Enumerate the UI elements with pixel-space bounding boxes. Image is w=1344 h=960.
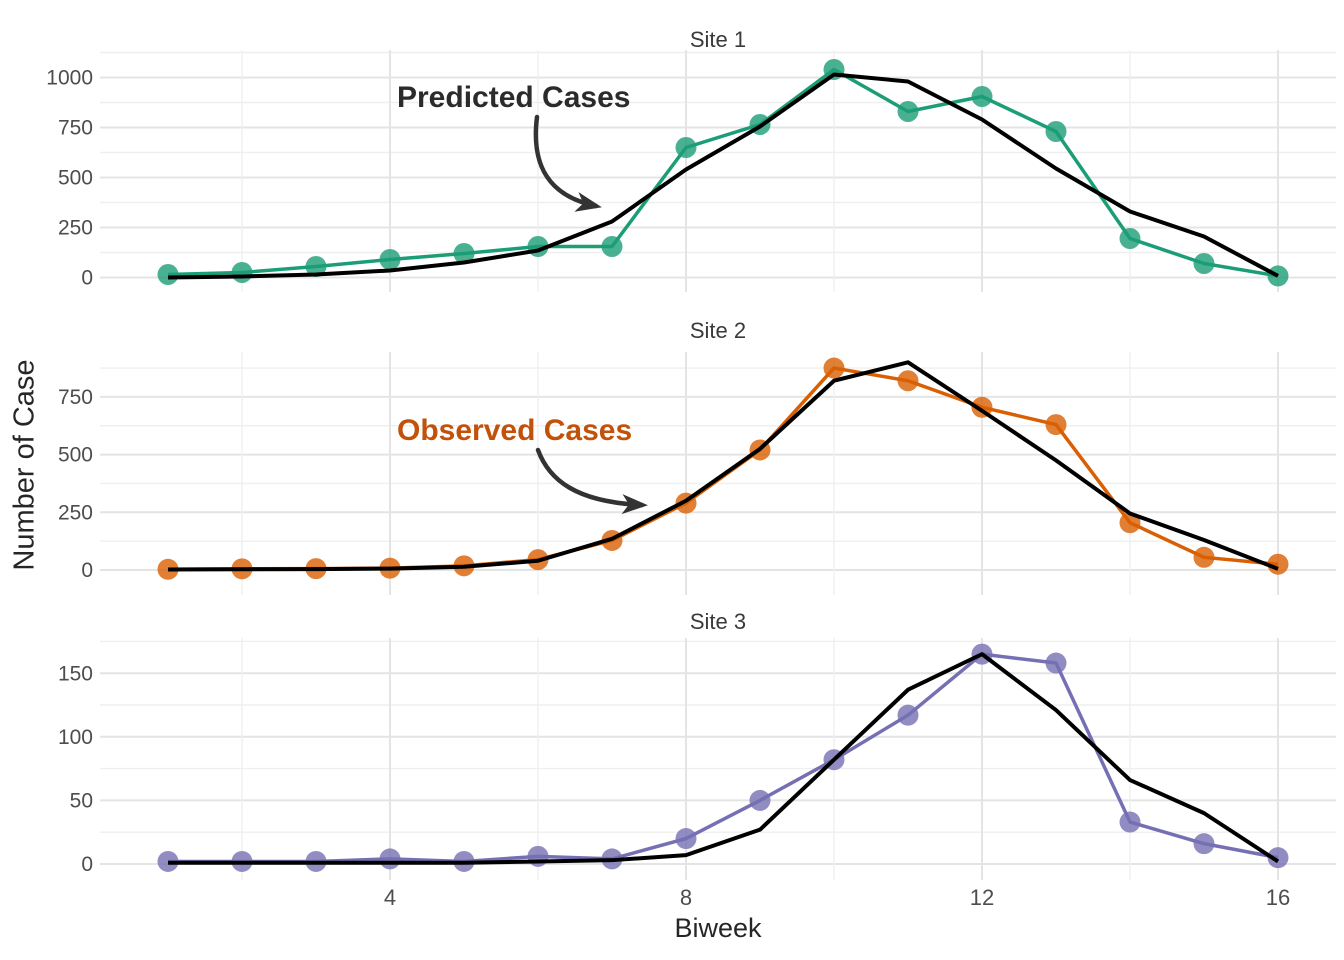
predicted-cases-arrow <box>533 114 602 212</box>
observed-cases-arrow <box>535 447 648 515</box>
y-tick-label: 500 <box>58 444 93 467</box>
y-tick-label: 750 <box>58 117 93 140</box>
x-axis-title: Biweek <box>674 913 762 943</box>
y-tick-label: 0 <box>81 267 93 290</box>
facet-title-site-1: Site 1 <box>689 27 747 52</box>
y-tick-label: 250 <box>58 501 93 524</box>
y-tick-label: 150 <box>58 662 93 685</box>
observed-cases-annotation: Observed Cases <box>397 414 633 447</box>
y-tick-label: 250 <box>58 217 93 240</box>
predicted-cases-annotation: Predicted Cases <box>397 81 631 114</box>
x-tick-label: 8 <box>680 885 692 910</box>
x-axis-ticks: 4 8 12 16 <box>384 885 1290 910</box>
y-tick-label: 750 <box>58 386 93 409</box>
panel-site-2: 0 250 500 750 <box>58 352 1336 595</box>
predicted-line <box>168 652 1280 865</box>
observed-line <box>168 652 1279 864</box>
facet-title-site-3: Site 3 <box>689 609 747 634</box>
panel-site-1: 0 250 500 750 1000 <box>46 50 1336 292</box>
x-tick-label: 12 <box>970 885 994 910</box>
x-tick-label: 16 <box>1266 885 1290 910</box>
y-tick-label: 100 <box>58 726 93 749</box>
facet-title-site-2: Site 2 <box>689 318 747 343</box>
x-tick-label: 4 <box>384 885 396 910</box>
y-axis-title: Number of Case <box>8 359 41 571</box>
observed-line <box>167 67 1279 278</box>
predicted-line <box>167 360 1279 572</box>
y-tick-label: 1000 <box>46 67 93 90</box>
y-tick-label: 0 <box>81 853 93 876</box>
panel-site-3: 0 50 100 150 <box>58 638 1336 880</box>
y-tick-label: 0 <box>81 559 93 582</box>
observed-line <box>167 366 1279 572</box>
predicted-line <box>167 72 1279 280</box>
y-tick-label: 50 <box>70 790 93 813</box>
y-tick-label: 500 <box>58 167 93 190</box>
